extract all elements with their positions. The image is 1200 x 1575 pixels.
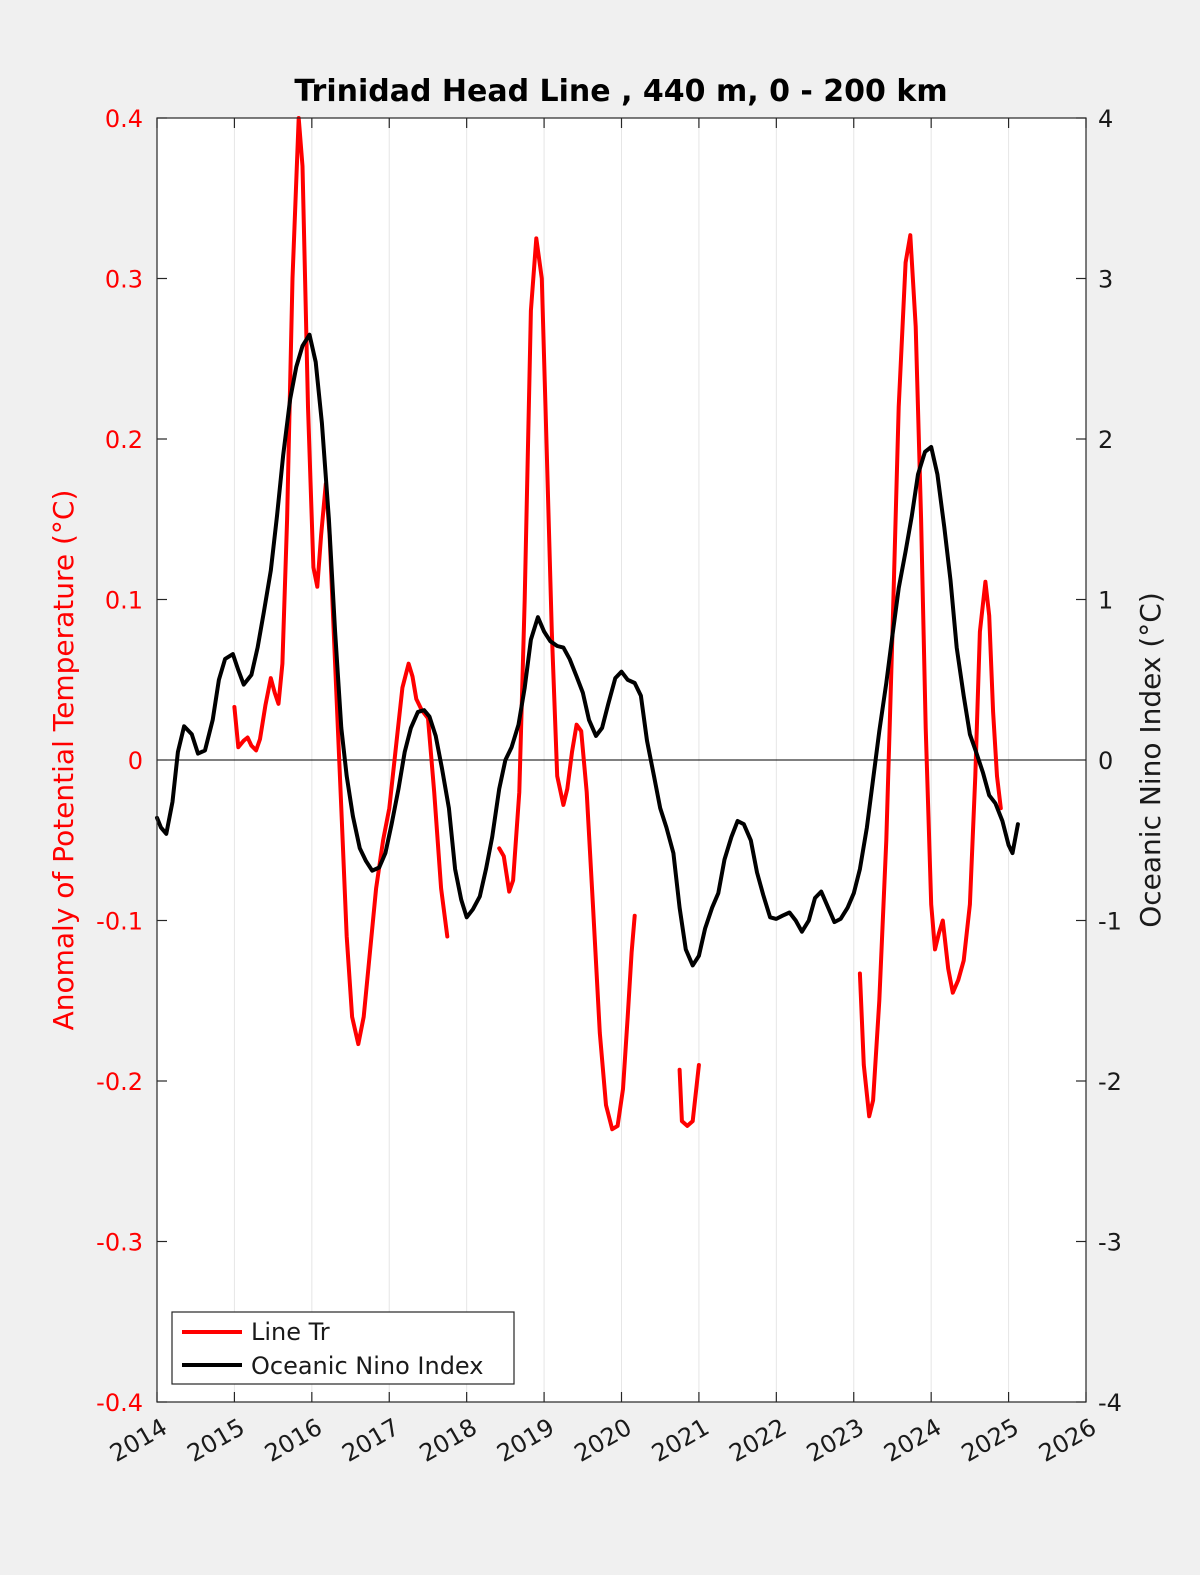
y-right-tick-label: -4 bbox=[1098, 1389, 1122, 1417]
ticks: 2014 2015 2016 2017 2018 2019 2020 2021 2022 2023… bbox=[96, 105, 1122, 1468]
legend-label-oni: Oceanic Nino Index bbox=[251, 1352, 483, 1380]
y-right-tick-label: 3 bbox=[1098, 266, 1113, 294]
y-right-tick-label: 2 bbox=[1098, 426, 1113, 454]
y-left-tick-label: 0.3 bbox=[105, 266, 143, 294]
y-left-tick-label: -0.3 bbox=[96, 1229, 143, 1257]
y-axis-label-left: Anomaly of Potential Temperature (°C) bbox=[47, 490, 80, 1031]
y-right-tick-label: 4 bbox=[1098, 105, 1113, 133]
y-right-tick-label: 1 bbox=[1098, 587, 1113, 615]
y-axis-label-right: Oceanic Nino Index (°C) bbox=[1134, 592, 1167, 928]
line-tr-series-segment-1 bbox=[497, 236, 637, 1132]
y-left-tick-label: 0.1 bbox=[105, 587, 143, 615]
legend-box bbox=[171, 1311, 515, 1385]
series-layer bbox=[155, 116, 1020, 1132]
y-left-tick-label: -0.2 bbox=[96, 1068, 143, 1096]
y-left-tick-label: -0.4 bbox=[96, 1389, 143, 1417]
legend-label-line-tr: Line Tr bbox=[251, 1318, 330, 1346]
oni-series-line bbox=[155, 332, 1020, 968]
line-tr-series-segment-2 bbox=[677, 1063, 701, 1128]
y-left-tick-label: -0.1 bbox=[96, 908, 143, 936]
line-tr-series-segment-3 bbox=[857, 233, 1003, 1119]
y-right-tick-label: -2 bbox=[1098, 1068, 1122, 1096]
y-right-tick-label: -1 bbox=[1098, 908, 1122, 936]
legend: Line Tr Oceanic Nino Index bbox=[171, 1311, 515, 1385]
y-right-tick-label: 0 bbox=[1098, 747, 1113, 775]
chart-title: Trinidad Head Line , 440 m, 0 - 200 km bbox=[294, 74, 947, 109]
y-right-tick-label: -3 bbox=[1098, 1229, 1122, 1257]
y-left-tick-label: 0.2 bbox=[105, 426, 143, 454]
y-left-tick-label: 0.4 bbox=[105, 105, 143, 133]
y-left-tick-label: 0 bbox=[128, 747, 143, 775]
